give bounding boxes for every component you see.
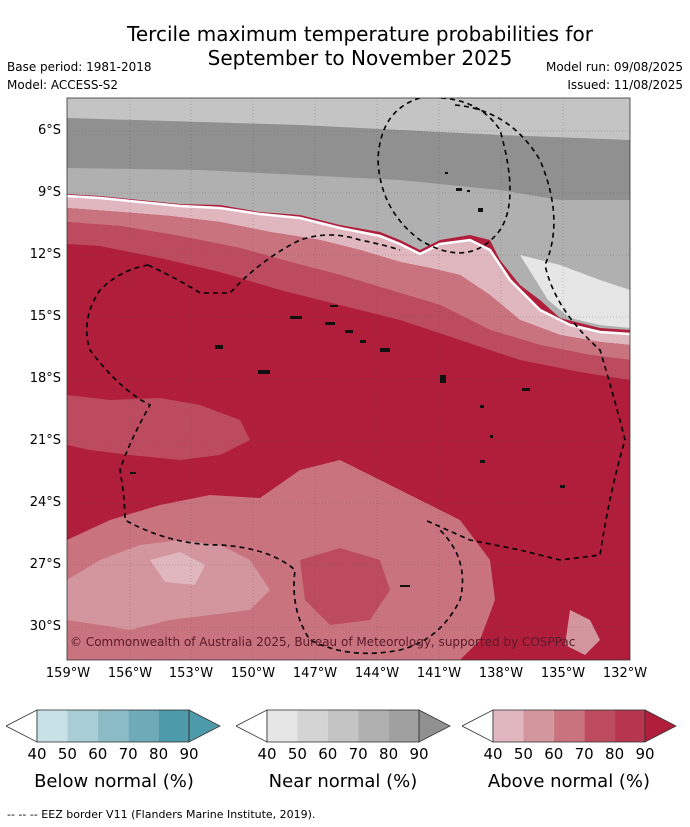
cbar-tick: 50 <box>513 745 533 763</box>
lon-label: 153°W <box>168 666 214 681</box>
above-south-light <box>67 540 270 630</box>
cbar-tick: 80 <box>149 745 169 763</box>
model-name: Model: ACCESS-S2 <box>7 78 119 92</box>
above-60-band <box>67 208 630 360</box>
lat-label: 27°S <box>29 557 61 572</box>
probability-field: © Commonwealth of Australia 2025, Bureau… <box>67 98 630 660</box>
lon-label: 135°W <box>540 666 586 681</box>
lat-label: 21°S <box>29 433 61 448</box>
above-normal-label: Above normal (%) <box>487 771 651 792</box>
lon-label: 141°W <box>416 666 462 681</box>
near-normal-colorbar <box>236 709 451 743</box>
below-normal-colorbar <box>6 709 221 743</box>
title-line-1: Tercile maximum temperature probabilitie… <box>127 22 593 46</box>
lat-label: 12°S <box>29 247 61 262</box>
cbar-tick: 90 <box>635 745 655 763</box>
cbar-tick: 80 <box>379 745 399 763</box>
lat-label: 18°S <box>29 371 61 386</box>
lon-label: 138°W <box>478 666 524 681</box>
above-normal-colorbar <box>462 709 677 743</box>
eez-legend-note: -- -- -- EEZ border V11 (Flanders Marine… <box>7 808 316 821</box>
cbar-tick: 80 <box>605 745 625 763</box>
cbar-tick: 40 <box>27 745 47 763</box>
above-south-mid <box>300 548 390 625</box>
near-pale-edge <box>520 255 630 328</box>
lat-label: 9°S <box>37 185 61 200</box>
above-80-band <box>67 222 630 380</box>
near-normal-label: Near normal (%) <box>268 771 418 792</box>
cbar-tick: 40 <box>257 745 277 763</box>
model-run: Model run: 09/08/2025 <box>545 60 683 74</box>
lon-label: 132°W <box>602 666 648 681</box>
islands <box>130 172 565 587</box>
lat-label: 30°S <box>29 619 61 634</box>
lon-label: 159°W <box>45 666 91 681</box>
cbar-tick: 60 <box>88 745 108 763</box>
above-40-band <box>67 196 630 345</box>
map-title: Tercile maximum temperature probabilitie… <box>60 22 660 70</box>
cbar-tick: 70 <box>348 745 368 763</box>
cbar-tick: 70 <box>574 745 594 763</box>
below-normal-label: Below normal (%) <box>34 771 194 792</box>
cbar-tick: 50 <box>57 745 77 763</box>
map-frame <box>66 97 631 661</box>
base-period: Base period: 1981-2018 <box>7 60 152 74</box>
lat-label: 24°S <box>29 495 61 510</box>
near-strong-band <box>67 118 630 200</box>
issued-date: Issued: 11/08/2025 <box>567 78 683 92</box>
cbar-tick: 60 <box>318 745 338 763</box>
lon-label: 144°W <box>354 666 400 681</box>
above-east-patch <box>565 610 600 655</box>
tercile-boundary <box>67 194 630 336</box>
cbar-tick: 40 <box>483 745 503 763</box>
eez-borders <box>85 98 626 655</box>
lon-label: 150°W <box>230 666 276 681</box>
lon-label: 156°W <box>107 666 153 681</box>
cbar-tick: 70 <box>118 745 138 763</box>
grid-lines <box>67 98 630 660</box>
above-west-band <box>67 395 250 460</box>
cbar-tick: 90 <box>409 745 429 763</box>
title-line-2: September to November 2025 <box>207 46 513 70</box>
meta-right: Model run: 09/08/2025 Issued: 11/08/2025 <box>546 58 683 94</box>
lon-label: 147°W <box>292 666 338 681</box>
meta-left: Base period: 1981-2018 Model: ACCESS-S2 <box>7 58 152 94</box>
cbar-tick: 50 <box>287 745 307 763</box>
lat-label: 15°S <box>29 309 61 324</box>
copyright-notice: © Commonwealth of Australia 2025, Bureau… <box>70 635 575 649</box>
cbar-tick: 90 <box>179 745 199 763</box>
lat-label: 6°S <box>37 123 61 138</box>
near-light-top <box>67 98 630 140</box>
cbar-tick: 60 <box>544 745 564 763</box>
